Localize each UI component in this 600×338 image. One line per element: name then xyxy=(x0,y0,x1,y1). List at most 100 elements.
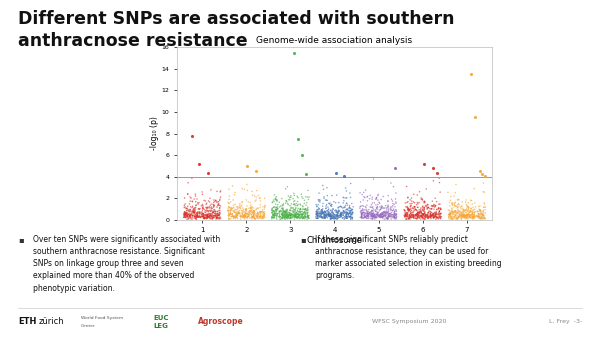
Point xyxy=(190,214,199,219)
Point xyxy=(427,213,437,219)
Point xyxy=(209,210,218,215)
Point xyxy=(229,210,239,215)
Point xyxy=(390,212,400,218)
Point xyxy=(259,210,268,215)
Point xyxy=(212,200,222,206)
Point xyxy=(239,213,249,219)
Point xyxy=(429,215,439,220)
Point xyxy=(179,215,188,220)
Point xyxy=(322,211,332,217)
Point xyxy=(414,211,424,216)
Point xyxy=(415,216,424,221)
Point xyxy=(326,216,335,222)
Point xyxy=(182,214,192,219)
Point xyxy=(387,212,397,217)
Point xyxy=(368,206,378,212)
Point xyxy=(328,211,338,216)
Point xyxy=(339,215,349,220)
Point xyxy=(246,208,256,213)
Point xyxy=(298,195,308,201)
Point xyxy=(425,215,435,220)
Point xyxy=(289,208,299,213)
Point xyxy=(370,213,379,218)
Point xyxy=(419,207,429,212)
Point xyxy=(479,213,488,218)
Point xyxy=(383,213,393,218)
Point xyxy=(338,215,347,220)
Point xyxy=(232,213,242,219)
Point xyxy=(327,211,337,217)
Point xyxy=(387,212,397,217)
Point xyxy=(199,214,208,219)
Point xyxy=(205,211,214,217)
Point xyxy=(370,212,380,218)
Point xyxy=(421,212,430,217)
Point xyxy=(226,212,236,217)
Point xyxy=(290,213,300,219)
Point xyxy=(466,213,476,219)
Point xyxy=(205,199,214,205)
Point xyxy=(431,211,441,216)
Point xyxy=(457,209,467,215)
Point xyxy=(209,213,219,218)
Point xyxy=(373,213,383,218)
Point xyxy=(448,215,457,221)
Point xyxy=(341,188,351,194)
Point xyxy=(418,214,428,219)
Point xyxy=(391,196,400,202)
Point xyxy=(367,213,377,218)
Point xyxy=(268,200,277,205)
Point xyxy=(407,201,416,206)
Point xyxy=(312,213,322,218)
Point xyxy=(303,214,313,219)
Point xyxy=(401,214,410,219)
Text: EUC: EUC xyxy=(153,315,169,321)
Point xyxy=(188,213,197,218)
Point xyxy=(230,215,239,220)
Point xyxy=(214,216,224,221)
Point xyxy=(329,212,338,218)
Point xyxy=(185,212,195,217)
Point xyxy=(421,216,430,222)
Point xyxy=(206,214,216,219)
Point xyxy=(233,211,243,216)
Point xyxy=(269,214,279,220)
Point xyxy=(419,216,429,221)
Point xyxy=(278,212,287,217)
Point xyxy=(280,209,290,214)
Point xyxy=(315,199,325,205)
Point xyxy=(191,206,200,212)
Point xyxy=(201,216,211,221)
Point xyxy=(298,216,307,221)
Point xyxy=(290,203,300,208)
Point xyxy=(470,214,480,219)
Text: L. Frey  -3-: L. Frey -3- xyxy=(549,319,582,323)
Point xyxy=(209,200,218,205)
Point xyxy=(205,212,215,218)
Point xyxy=(191,202,201,208)
Point xyxy=(420,213,430,218)
Point xyxy=(229,214,239,219)
Point xyxy=(332,210,342,215)
Point xyxy=(454,197,464,202)
Point xyxy=(420,210,430,215)
Point xyxy=(389,207,398,212)
Point xyxy=(188,199,197,204)
Point xyxy=(230,190,240,195)
Point xyxy=(238,213,247,219)
Point xyxy=(475,208,484,214)
Point xyxy=(332,212,341,218)
Point xyxy=(416,197,426,202)
Point xyxy=(402,213,412,219)
Point xyxy=(289,213,298,219)
Point xyxy=(444,215,454,220)
Point xyxy=(413,201,423,207)
Point xyxy=(260,204,269,210)
Point xyxy=(275,204,284,210)
Point xyxy=(323,212,332,217)
Point xyxy=(453,211,463,216)
Point xyxy=(400,208,409,213)
Point xyxy=(240,216,250,222)
Point xyxy=(368,211,377,216)
Point xyxy=(227,205,236,211)
